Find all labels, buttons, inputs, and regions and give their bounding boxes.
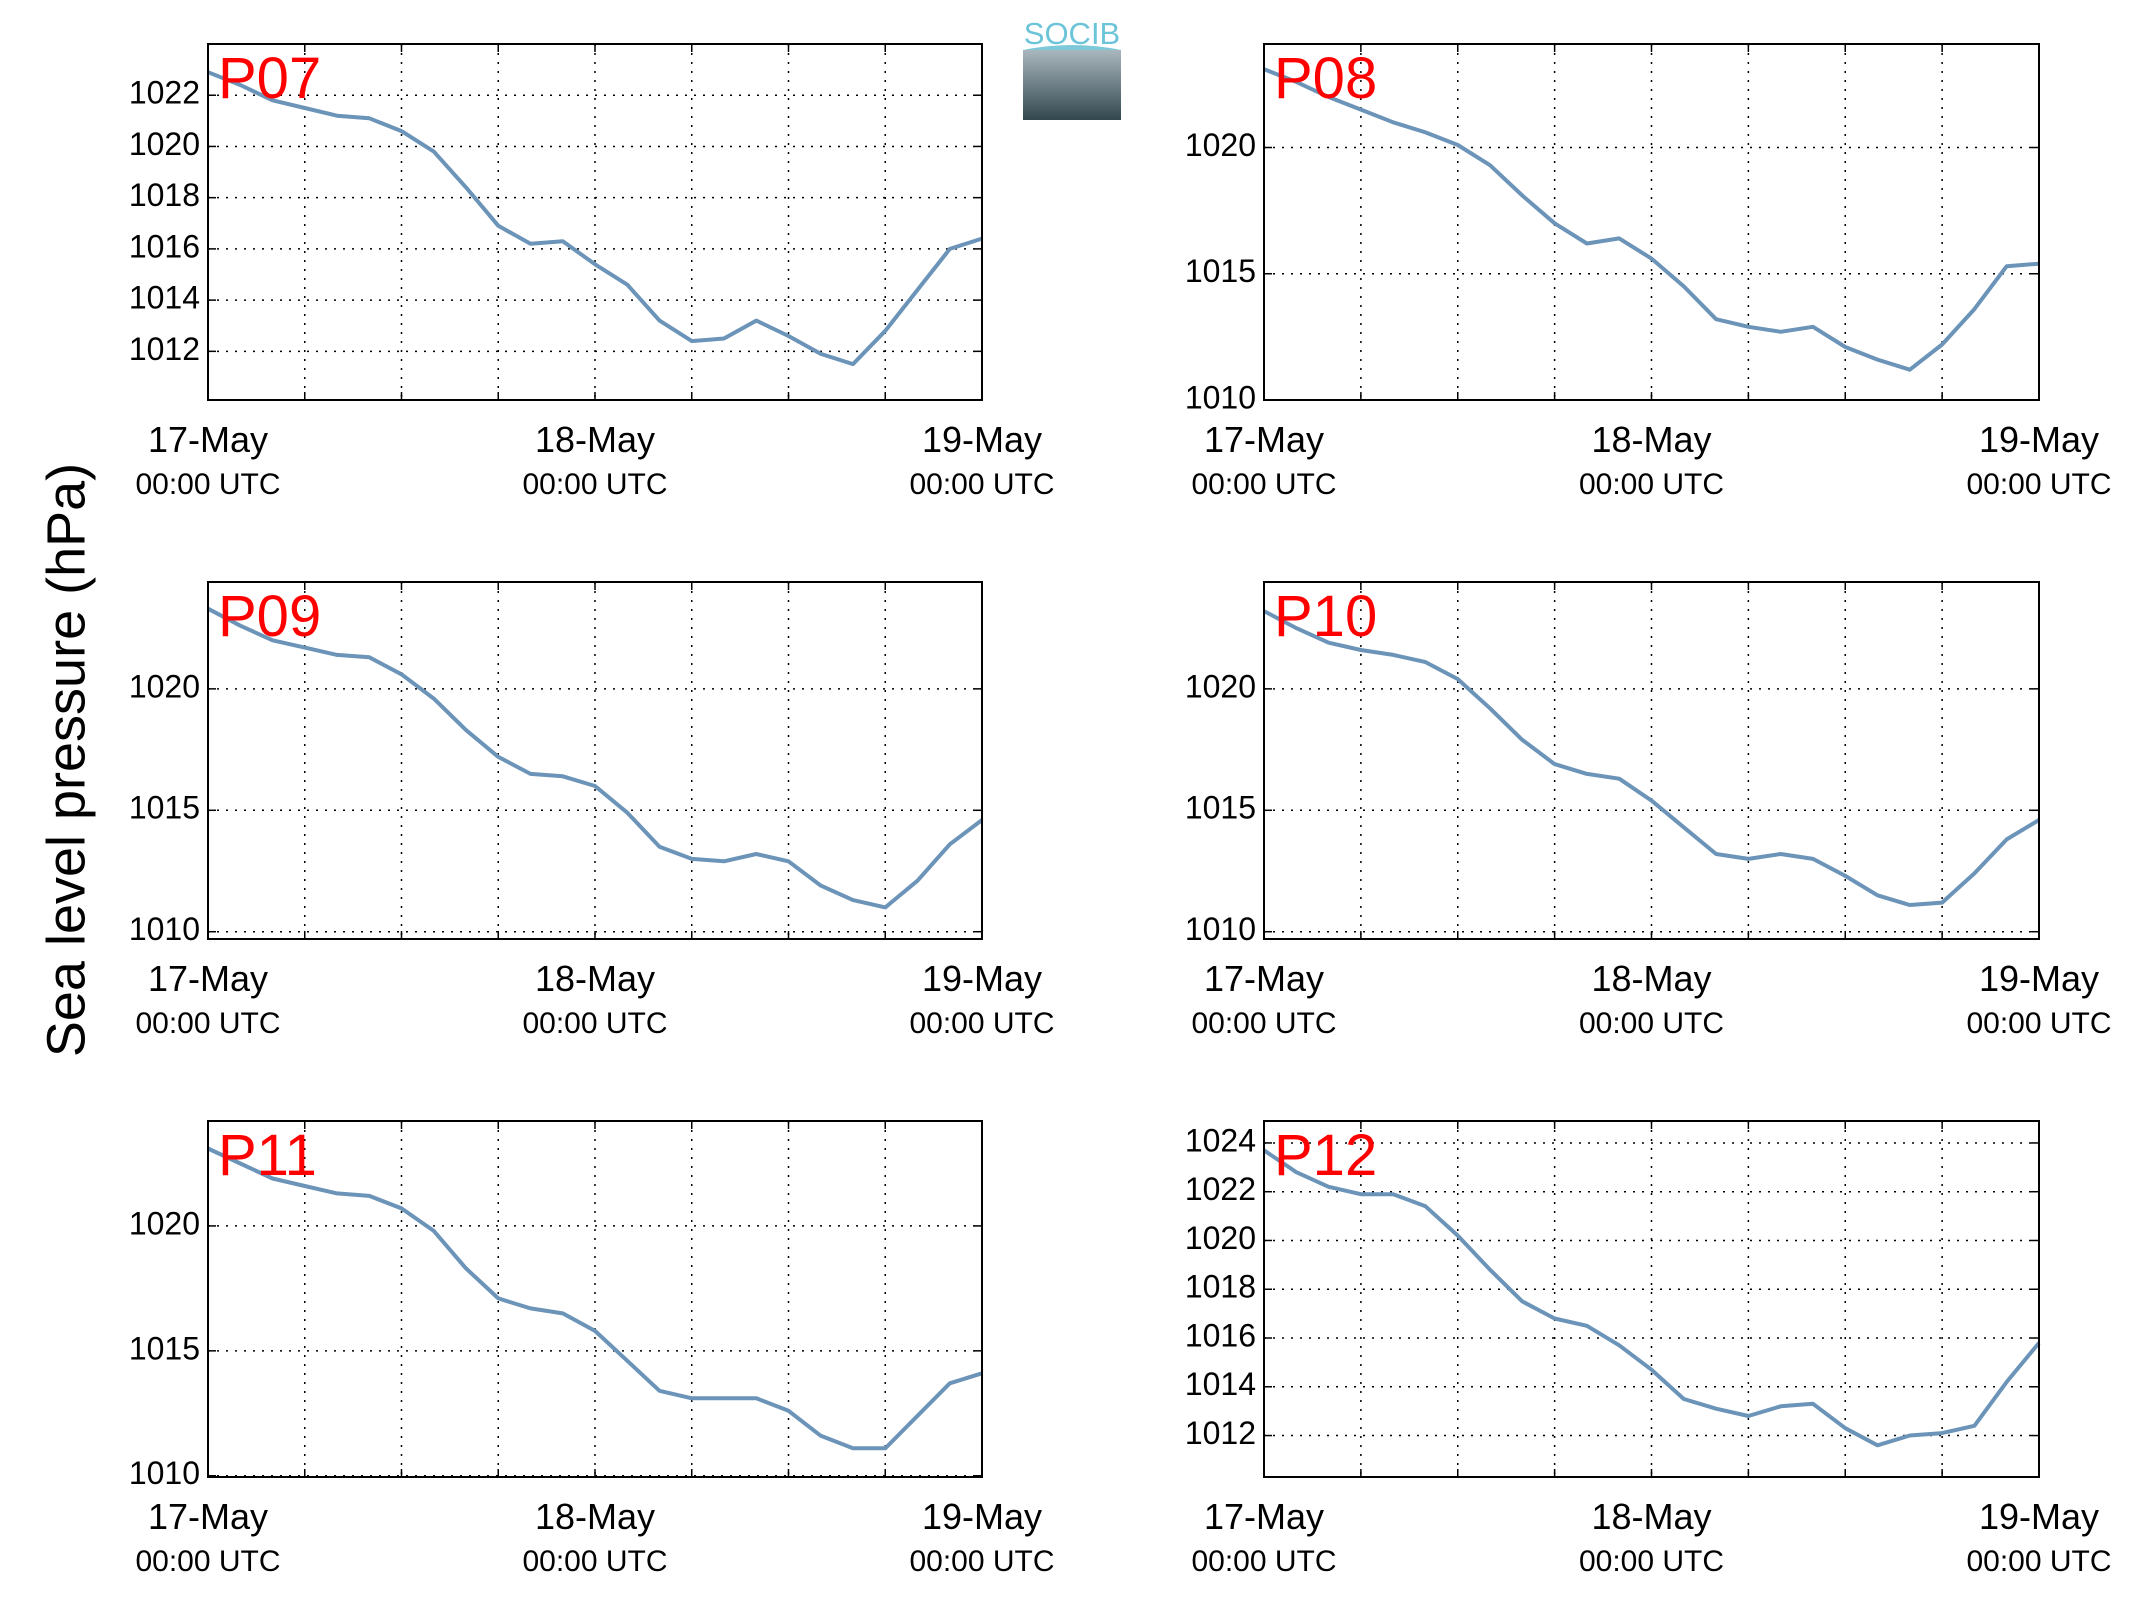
y-tick-label: 1014 (129, 280, 200, 316)
x-tick-label: 19-May (922, 958, 1042, 999)
panel-title: P10 (1274, 584, 1377, 649)
y-tick-label: 1020 (1185, 1220, 1256, 1256)
subplot: 1010 1015 1020 17-May 00:00 UTC 18-May 00:00 U… (1185, 581, 2112, 1040)
y-tick-label: 1016 (129, 228, 200, 264)
series-line (207, 606, 984, 910)
subplot: 1010 1015 1020 17-May 00:00 UTC 18-May 00:00 U… (1185, 43, 2112, 501)
plot-frame (1263, 1120, 2040, 1478)
x-tick-label: 18-May (535, 1496, 655, 1537)
x-tick-label: 17-May (1204, 958, 1324, 999)
panel-title: P12 (1274, 1123, 1377, 1188)
x-tick-label: 18-May (535, 958, 655, 999)
panel-title: P08 (1274, 46, 1377, 111)
x-tick-label: 00:00 UTC (1191, 1007, 1336, 1040)
x-tick-label: 19-May (922, 1496, 1042, 1537)
x-tick-label: 19-May (1979, 1496, 2099, 1537)
x-tick-label: 00:00 UTC (522, 468, 667, 501)
x-tick-label: 00:00 UTC (522, 1007, 667, 1040)
series-line (1263, 609, 2041, 907)
x-tick-label: 00:00 UTC (135, 1007, 280, 1040)
series-line (207, 70, 983, 367)
x-tick-label: 00:00 UTC (909, 468, 1054, 501)
x-tick-label: 00:00 UTC (1579, 1007, 1724, 1040)
subplot: 1010 1015 1020 17-May 00:00 UTC 18-May 00:00 U… (129, 1120, 1055, 1578)
logo-wave (1023, 45, 1121, 50)
panel-title: P07 (218, 46, 321, 111)
x-tick-label: 00:00 UTC (1579, 1545, 1724, 1578)
y-tick-label: 1020 (129, 668, 200, 704)
subplot: 1012 1014 1016 1018 1020 1022 1024 17-May 00:00 … (1185, 1120, 2112, 1578)
y-tick-label: 1016 (1185, 1317, 1256, 1353)
subplot: 1010 1015 1020 17-May 00:00 UTC 18-May 00:00 U… (129, 581, 1055, 1040)
series-line (1262, 1148, 2041, 1448)
y-tick-label: 1024 (1185, 1122, 1256, 1158)
x-tick-label: 00:00 UTC (1191, 468, 1336, 501)
y-axis-label: Sea level pressure (hPa) (36, 463, 96, 1057)
x-tick-label: 19-May (1979, 419, 2099, 460)
x-tick-label: 00:00 UTC (1966, 1007, 2111, 1040)
x-tick-label: 17-May (148, 958, 268, 999)
x-tick-label: 00:00 UTC (1579, 468, 1724, 501)
y-tick-label: 1010 (1185, 379, 1256, 415)
y-tick-label: 1015 (1185, 790, 1256, 826)
plot-frame (1263, 43, 2040, 401)
x-tick-label: 18-May (1591, 958, 1711, 999)
logo-block (1023, 50, 1121, 120)
y-tick-label: 1015 (129, 1330, 200, 1366)
y-tick-label: 1018 (129, 177, 200, 213)
y-tick-label: 1015 (1185, 253, 1256, 289)
plot-frame (1263, 581, 2040, 940)
logo: SOCIB (1023, 16, 1121, 120)
panel-title: P09 (218, 584, 321, 649)
x-tick-label: 17-May (148, 419, 268, 460)
x-tick-label: 19-May (1979, 958, 2099, 999)
x-tick-label: 00:00 UTC (1966, 1545, 2111, 1578)
x-tick-label: 19-May (922, 419, 1042, 460)
y-tick-label: 1010 (1185, 911, 1256, 947)
y-tick-label: 1014 (1185, 1366, 1256, 1402)
x-tick-label: 00:00 UTC (909, 1007, 1054, 1040)
y-tick-label: 1015 (129, 790, 200, 826)
y-tick-label: 1010 (129, 911, 200, 947)
x-tick-label: 18-May (1591, 1496, 1711, 1537)
y-tick-label: 1020 (129, 1205, 200, 1241)
x-tick-label: 18-May (1591, 419, 1711, 460)
logo-text: SOCIB (1024, 16, 1120, 51)
x-tick-label: 00:00 UTC (1191, 1545, 1336, 1578)
plot-frame (207, 43, 983, 401)
x-tick-label: 18-May (535, 419, 655, 460)
x-tick-label: 00:00 UTC (135, 1545, 280, 1578)
y-tick-label: 1012 (1185, 1415, 1256, 1451)
series-line (1263, 67, 2040, 372)
panel-title: P11 (218, 1123, 317, 1188)
plot-frame (207, 581, 983, 940)
y-tick-label: 1020 (1185, 127, 1256, 163)
y-tick-label: 1022 (129, 75, 200, 111)
y-tick-label: 1012 (129, 331, 200, 367)
x-tick-label: 00:00 UTC (909, 1545, 1054, 1578)
y-tick-label: 1010 (129, 1455, 200, 1491)
x-tick-label: 00:00 UTC (135, 468, 280, 501)
subplot: 1012 1014 1016 1018 1020 1022 17-May 00:00 UTC 1… (129, 43, 1055, 501)
x-tick-label: 17-May (1204, 1496, 1324, 1537)
x-tick-label: 17-May (148, 1496, 268, 1537)
y-tick-label: 1020 (1185, 668, 1256, 704)
x-tick-label: 00:00 UTC (1966, 468, 2111, 501)
y-tick-label: 1022 (1185, 1171, 1256, 1207)
x-tick-label: 00:00 UTC (522, 1545, 667, 1578)
series-line (207, 1146, 983, 1451)
plot-frame (207, 1120, 983, 1478)
y-tick-label: 1020 (129, 126, 200, 162)
x-tick-label: 17-May (1204, 419, 1324, 460)
y-tick-label: 1018 (1185, 1269, 1256, 1305)
